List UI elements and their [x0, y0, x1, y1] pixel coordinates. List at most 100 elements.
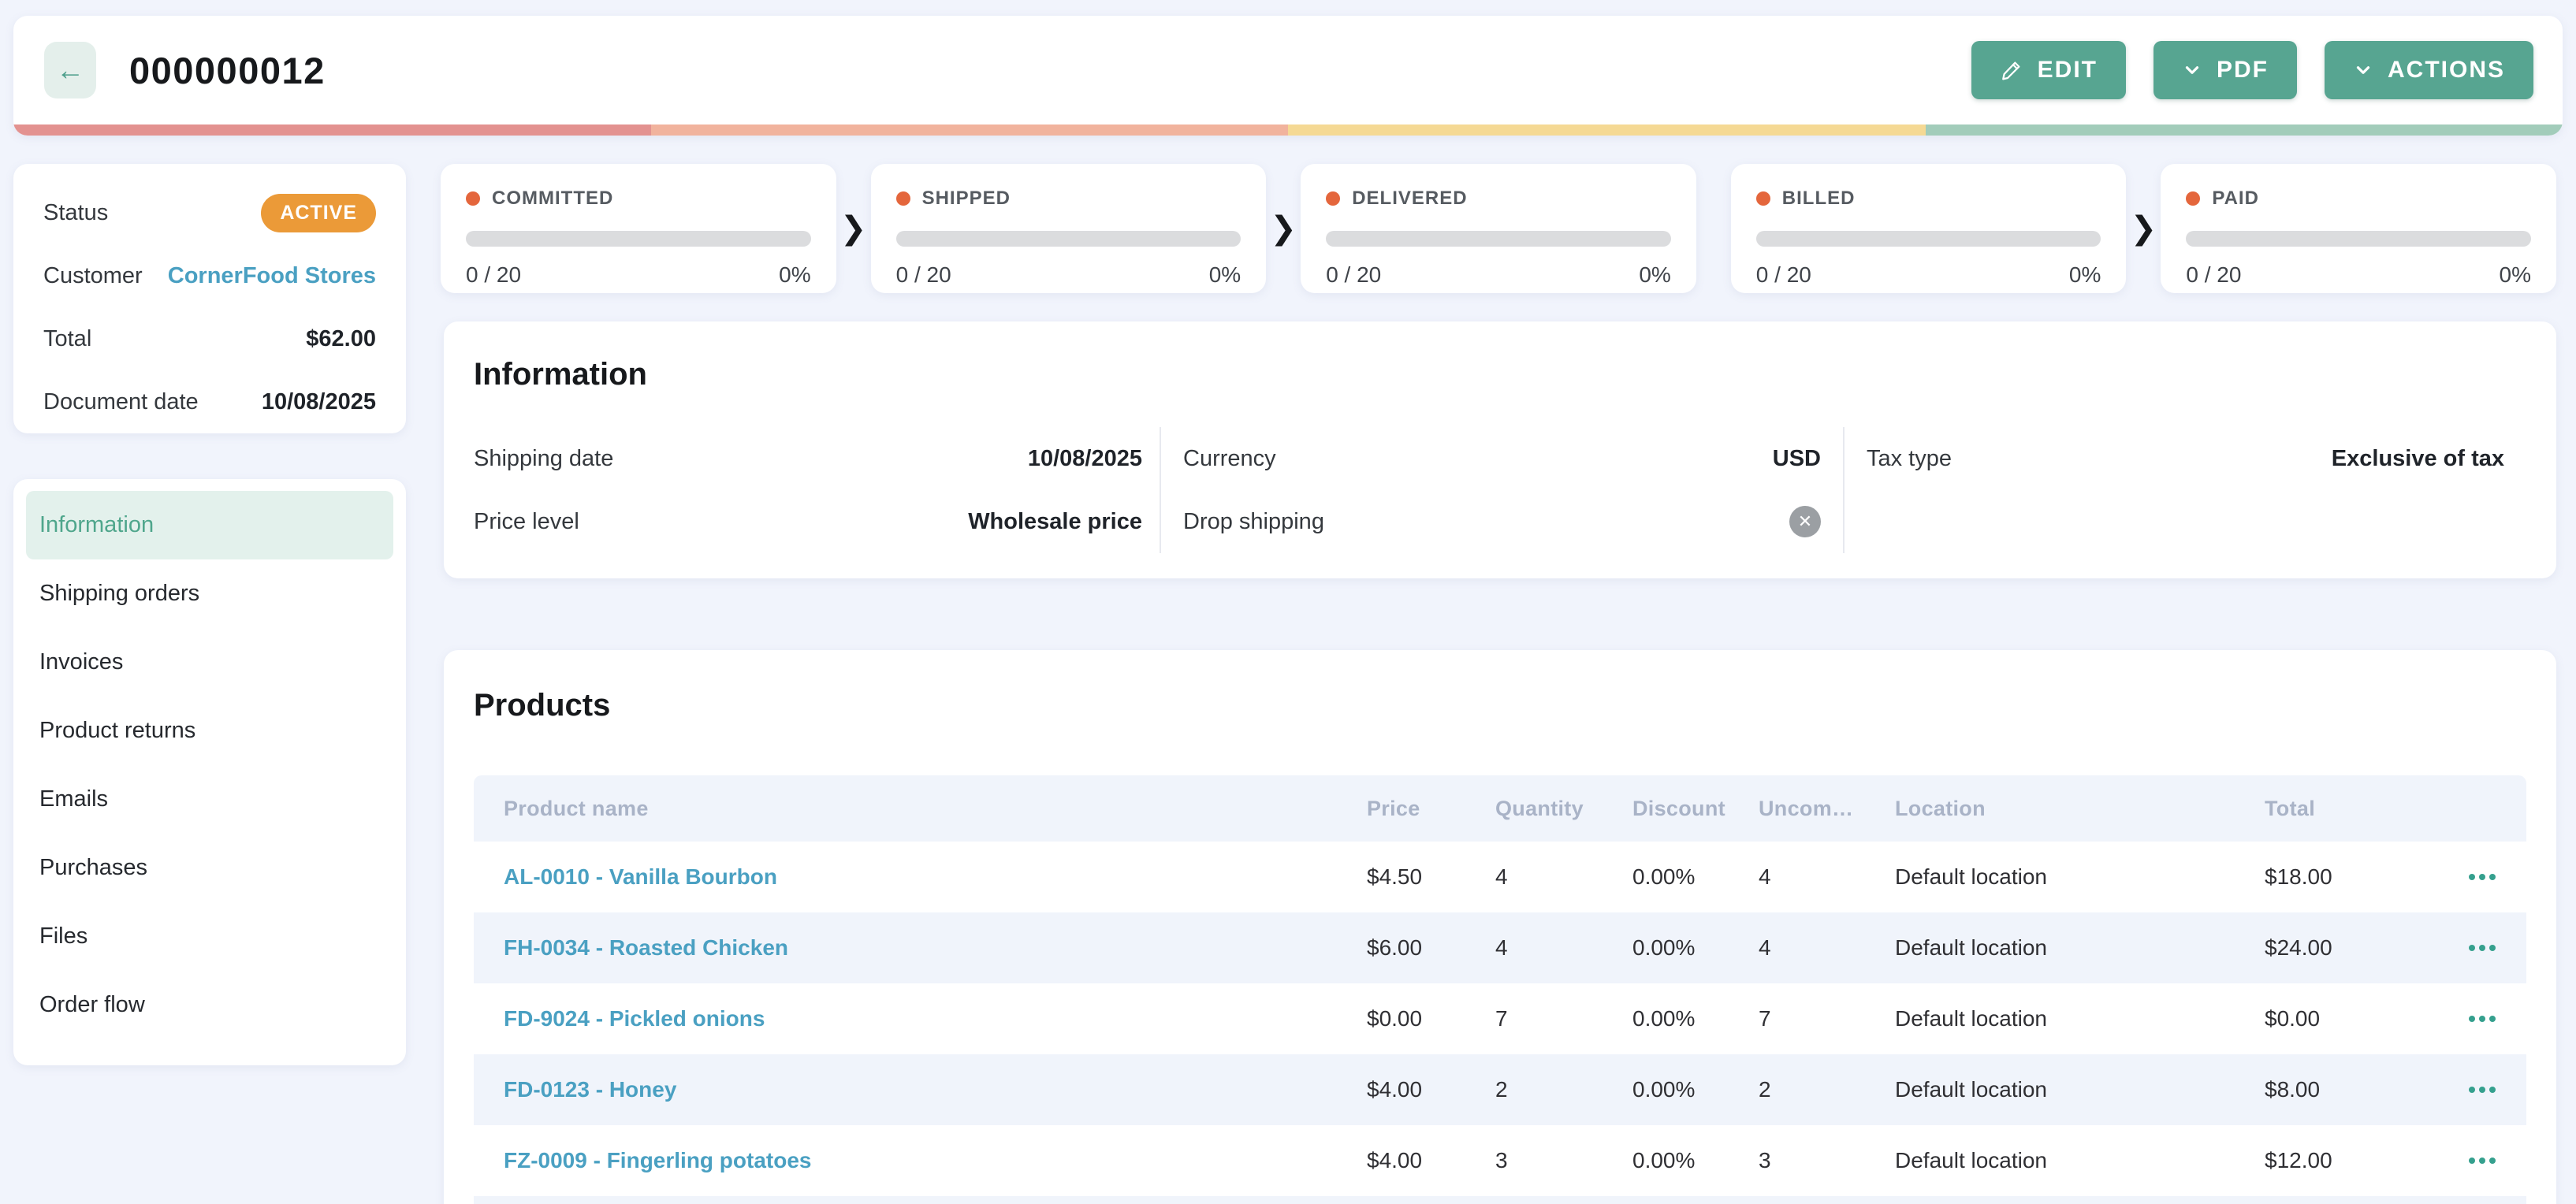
sidebar-item-invoices[interactable]: Invoices — [39, 649, 124, 674]
field-currency: Currency USD — [1183, 427, 1821, 490]
row-menu-button[interactable] — [2438, 1087, 2526, 1093]
product-link[interactable]: FZ-0009 - Fingerling potatoes — [504, 1148, 812, 1172]
currency-value: USD — [1772, 445, 1821, 471]
discount-cell: 0.00% — [1632, 1006, 1696, 1031]
products-table-header: Product name Price Quantity Discount Unc… — [474, 775, 2526, 842]
stage-progress-bar — [466, 231, 811, 247]
stage-dot-icon — [2186, 191, 2201, 206]
quantity-cell: 4 — [1495, 864, 1508, 889]
page-title: 000000012 — [129, 49, 326, 91]
price-cell: $6.00 — [1367, 935, 1423, 960]
total-cell: $24.00 — [2265, 935, 2332, 960]
location-cell: Default location — [1895, 1148, 2048, 1172]
stage-progress-bar — [895, 231, 1241, 247]
actions-button[interactable]: ACTIONS — [2325, 41, 2533, 99]
chevron-down-icon — [2185, 66, 2199, 74]
stage-count: 0 / 20 — [1326, 262, 1382, 287]
progress-segment-committed — [13, 124, 651, 136]
ellipsis-icon — [2469, 1087, 2496, 1093]
progress-segment-shipped — [650, 124, 1288, 136]
edit-button[interactable]: EDIT — [1971, 41, 2126, 99]
ellipsis-icon — [2469, 874, 2496, 880]
back-button[interactable]: ← — [44, 42, 96, 98]
sidebar-item-emails[interactable]: Emails — [39, 786, 109, 812]
stage-label: SHIPPED — [921, 188, 1011, 209]
stage-label: PAID — [2212, 188, 2259, 209]
product-link[interactable]: FD-9024 - Pickled onions — [504, 1006, 765, 1031]
stage-card-shipped: SHIPPED 0 / 20 0% — [870, 164, 1267, 293]
stage-progress-bar — [1326, 231, 1671, 247]
document-date-value: 10/08/2025 — [261, 388, 376, 414]
stage-label: BILLED — [1781, 188, 1856, 209]
row-menu-button[interactable] — [2438, 874, 2526, 880]
tax-type-label: Tax type — [1867, 445, 1952, 471]
sidebar-item-product-returns[interactable]: Product returns — [39, 718, 196, 743]
stage-arrow-icon: ❯ — [2130, 211, 2157, 246]
summary-row-status: Status ACTIVE — [43, 181, 376, 244]
total-label: Total — [43, 325, 92, 351]
total-cell: $8.00 — [2265, 1077, 2321, 1102]
stage-progress-bar — [2186, 231, 2531, 247]
row-menu-button[interactable] — [2438, 1158, 2526, 1164]
sidebar-item-files[interactable]: Files — [39, 923, 88, 949]
price-level-value: Wholesale price — [968, 508, 1142, 534]
shipping-date-label: Shipping date — [474, 445, 614, 471]
sidebar-item-shipping-orders[interactable]: Shipping orders — [39, 581, 200, 606]
summary-row-document-date: Document date 10/08/2025 — [43, 370, 376, 433]
column-header-discount: Discount — [1632, 796, 1725, 820]
price-cell: $4.00 — [1367, 1077, 1423, 1102]
quantity-cell: 3 — [1495, 1148, 1508, 1172]
information-section: Information Shipping date 10/08/2025 Pri… — [444, 321, 2556, 578]
price-level-label: Price level — [474, 508, 579, 534]
sidebar-item-information[interactable]: Information — [26, 491, 393, 559]
field-tax-type: Tax type Exclusive of tax — [1867, 427, 2504, 490]
discount-cell: 0.00% — [1632, 1148, 1696, 1172]
stage-dot-icon — [1326, 191, 1341, 206]
row-menu-button[interactable] — [2438, 945, 2526, 951]
sidebar-item-purchases[interactable]: Purchases — [39, 855, 148, 880]
ellipsis-icon — [2469, 1158, 2496, 1164]
quantity-cell: 4 — [1495, 935, 1508, 960]
product-link[interactable]: FH-0034 - Roasted Chicken — [504, 935, 788, 960]
price-cell: $0.00 — [1367, 1006, 1423, 1031]
column-header-price: Price — [1367, 796, 1420, 820]
uncommitted-cell: 3 — [1759, 1148, 1771, 1172]
sidebar-nav: Information Shipping orders Invoices Pro… — [13, 479, 406, 1065]
progress-segment-paid — [1925, 124, 2563, 136]
stage-gap — [1696, 164, 1731, 293]
quantity-cell: 7 — [1495, 1006, 1508, 1031]
info-column-1: Shipping date 10/08/2025 Price level Who… — [474, 427, 1160, 553]
stage-percent: 0% — [1639, 262, 1671, 287]
document-date-label: Document date — [43, 388, 199, 414]
field-price-level: Price level Wholesale price — [474, 490, 1142, 553]
products-title: Products — [474, 688, 611, 723]
table-row: FD-9024 - Pickled onions $0.00 7 0.00% 7… — [474, 983, 2526, 1054]
product-link[interactable]: AL-0010 - Vanilla Bourbon — [504, 864, 777, 889]
products-table: Product name Price Quantity Discount Unc… — [474, 775, 2526, 1204]
row-menu-button[interactable] — [2438, 1016, 2526, 1022]
column-header-quantity: Quantity — [1495, 796, 1584, 820]
currency-label: Currency — [1183, 445, 1276, 471]
stage-percent: 0% — [2068, 262, 2101, 287]
order-progress-strip — [13, 124, 2563, 136]
customer-link[interactable]: CornerFood Stores — [167, 262, 376, 288]
status-badge: ACTIVE — [261, 193, 376, 232]
info-column-2: Currency USD Drop shipping ✕ — [1160, 427, 1843, 553]
stage-arrow-icon: ❯ — [839, 211, 867, 246]
stage-card-committed: COMMITTED 0 / 20 0% — [441, 164, 836, 293]
drop-shipping-label: Drop shipping — [1183, 508, 1324, 534]
chevron-down-icon — [2356, 66, 2370, 74]
tax-type-value: Exclusive of tax — [2331, 445, 2504, 471]
table-row-partial — [474, 1196, 2526, 1204]
sidebar-item-order-flow[interactable]: Order flow — [39, 992, 145, 1017]
order-summary-panel: Status ACTIVE Customer CornerFood Stores… — [13, 164, 406, 433]
total-cell: $0.00 — [2265, 1006, 2321, 1031]
product-link[interactable]: FD-0123 - Honey — [504, 1077, 677, 1102]
summary-row-customer: Customer CornerFood Stores — [43, 244, 376, 307]
quantity-cell: 2 — [1495, 1077, 1508, 1102]
uncommitted-cell: 4 — [1759, 864, 1771, 889]
pdf-button[interactable]: PDF — [2153, 41, 2297, 99]
edit-button-label: EDIT — [2037, 57, 2098, 83]
field-drop-shipping: Drop shipping ✕ — [1183, 490, 1821, 553]
